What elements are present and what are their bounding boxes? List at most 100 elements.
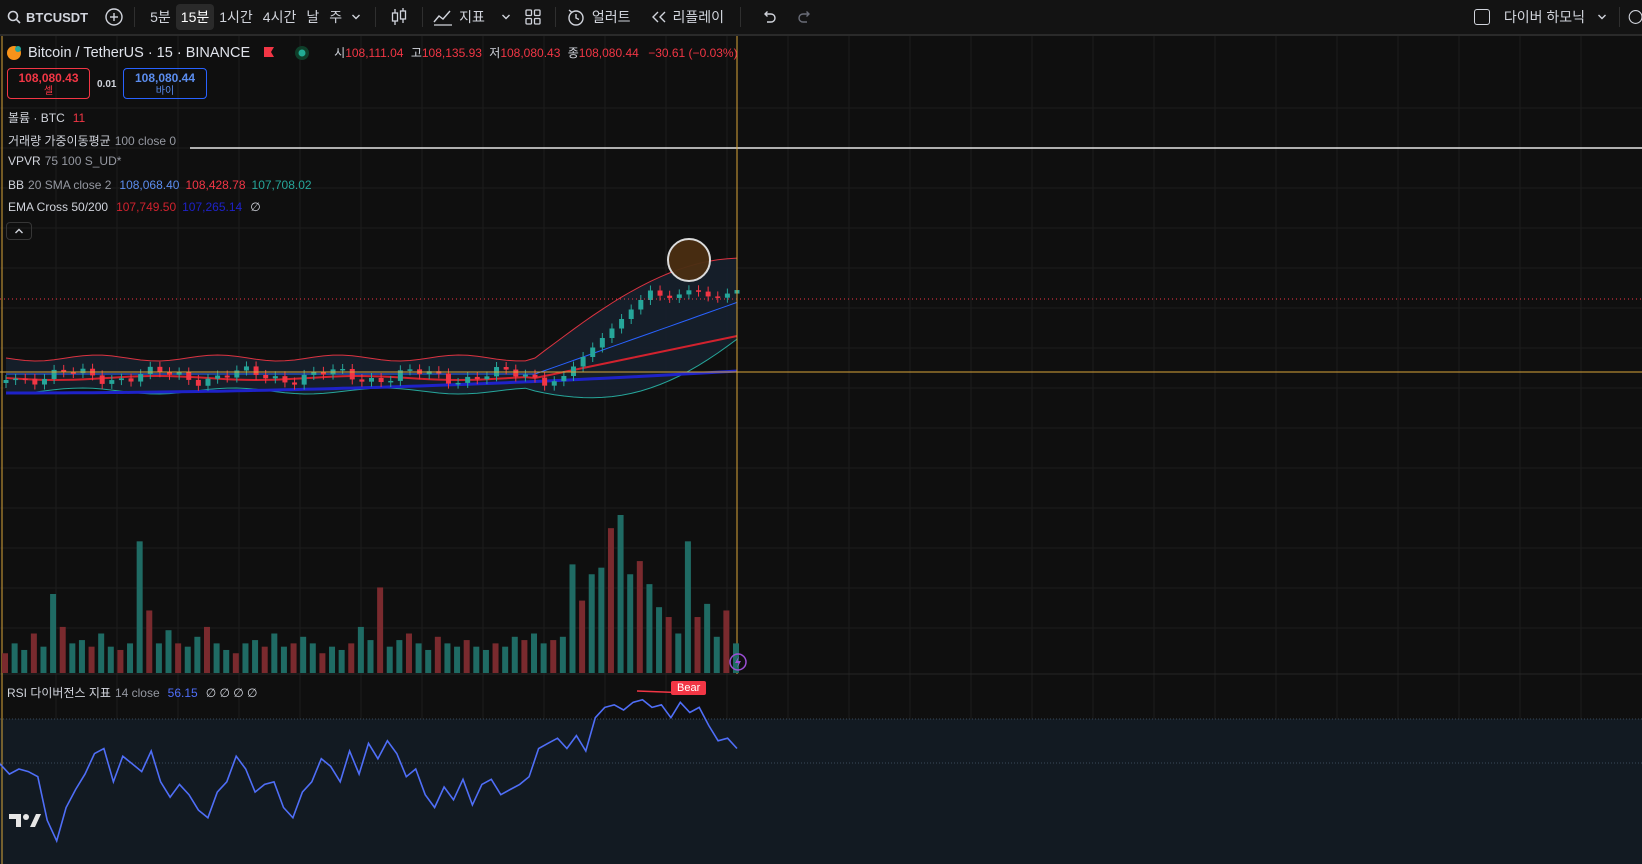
collapse-legend-button[interactable] xyxy=(6,222,32,240)
buy-button[interactable]: 108,080.44 바이 xyxy=(123,68,207,99)
right-toolbar: 다이버 하모닉 xyxy=(1473,0,1642,34)
volume-bar xyxy=(11,643,18,673)
candle-body xyxy=(32,378,38,385)
layout-select-checkbox[interactable] xyxy=(1473,0,1504,34)
buy-label: 바이 xyxy=(155,86,175,97)
volume-bar xyxy=(405,633,412,673)
candle-body xyxy=(503,367,509,370)
candle-body xyxy=(484,376,490,380)
candle-body xyxy=(570,366,576,376)
volume-bar xyxy=(78,640,85,673)
candle-body xyxy=(513,369,519,377)
candle-body xyxy=(657,290,663,296)
candle-body xyxy=(619,319,625,329)
quick-search-button[interactable] xyxy=(1626,0,1642,34)
divider xyxy=(375,7,377,27)
vpvr-legend[interactable]: VPVR 75 100 S_UD* xyxy=(8,154,121,168)
volume-bar xyxy=(146,610,153,673)
candle-body xyxy=(176,372,182,375)
indicators-dropdown[interactable] xyxy=(485,0,521,34)
close-value: 108,080.44 xyxy=(578,46,639,60)
volume-bar xyxy=(21,649,28,673)
volume-bar xyxy=(290,643,297,673)
candle-body xyxy=(215,375,221,379)
volume-bar xyxy=(194,636,201,673)
redo-button[interactable] xyxy=(787,0,823,34)
volume-bar xyxy=(203,626,210,673)
candle-body xyxy=(705,291,711,297)
sell-price: 108,080.43 xyxy=(18,71,79,85)
volume-bar xyxy=(492,643,499,673)
candle-body xyxy=(186,372,192,380)
interval-4h[interactable]: 4시간 xyxy=(262,9,297,25)
candle-body xyxy=(676,294,682,298)
volume-bar xyxy=(242,643,249,673)
volume-bar xyxy=(184,646,191,673)
candle-body xyxy=(532,374,538,378)
compare-symbol-button[interactable] xyxy=(104,0,124,34)
layout-grid-button[interactable] xyxy=(521,0,545,34)
candle-body xyxy=(667,295,673,298)
alarm-clock-icon xyxy=(568,9,584,26)
chart-area[interactable] xyxy=(0,36,1642,864)
chart-type-button[interactable] xyxy=(386,0,412,34)
clock-icon xyxy=(1628,10,1642,24)
symbol-label: BTCUSDT xyxy=(26,9,89,25)
vwma-legend[interactable]: 거래량 가중이동평균 100 close 0 xyxy=(8,132,176,149)
candle-body xyxy=(138,374,144,382)
tradingview-logo[interactable] xyxy=(9,812,41,831)
volume-bar xyxy=(50,594,57,673)
interval-week[interactable]: 주 xyxy=(329,9,343,25)
rsi-params: 14 close xyxy=(114,685,160,700)
volume-bar xyxy=(704,603,711,673)
bolt-icon xyxy=(735,656,741,668)
replay-button[interactable]: 리플레이 xyxy=(651,0,724,34)
symbol-title[interactable]: Bitcoin / TetherUS · 15 · BINANCE xyxy=(28,44,251,61)
divider xyxy=(554,7,556,27)
candle-body xyxy=(455,382,461,385)
interval-day[interactable]: 날 xyxy=(306,9,320,25)
redo-icon xyxy=(798,11,811,23)
volume-bar xyxy=(646,584,653,673)
candle-body xyxy=(686,290,692,295)
volume-bar xyxy=(386,646,393,673)
flag-icon[interactable] xyxy=(262,46,276,60)
rsi-extra: ∅ ∅ ∅ ∅ xyxy=(205,685,258,700)
volume-bar xyxy=(559,636,566,673)
candle-body xyxy=(590,347,596,357)
candle-body xyxy=(205,378,211,386)
symbol-search[interactable]: BTCUSDT xyxy=(0,0,88,34)
volume-bar xyxy=(40,646,47,673)
price-chart[interactable] xyxy=(0,36,1642,864)
interval-dropdown[interactable] xyxy=(347,0,365,34)
interval-1h[interactable]: 1시간 xyxy=(219,9,253,25)
sell-button[interactable]: 108,080.43 셀 xyxy=(7,68,90,99)
candle-body xyxy=(51,369,57,380)
volume-bar xyxy=(348,643,355,673)
volume-bar xyxy=(252,640,259,673)
rsi-legend[interactable]: RSI 다이버전스 지표 14 close 56.15 ∅ ∅ ∅ ∅ xyxy=(7,684,258,701)
bb-name: BB xyxy=(8,178,25,192)
indicators-button[interactable]: 지표 xyxy=(433,0,485,34)
candle-body xyxy=(715,296,721,298)
candle-body xyxy=(128,378,134,382)
interval-15m[interactable]: 15분 xyxy=(175,4,215,30)
chevron-down-icon xyxy=(1598,14,1606,20)
layout-name-button[interactable]: 다이버 하모닉 xyxy=(1504,0,1585,34)
divider xyxy=(134,7,136,27)
interval-5m[interactable]: 5분 xyxy=(150,9,171,25)
candle-body xyxy=(522,374,528,377)
volume-legend[interactable]: 볼륨 · BTC 11 xyxy=(8,109,85,126)
layout-dropdown[interactable] xyxy=(1585,0,1615,34)
alert-button[interactable]: 얼러트 xyxy=(566,0,631,34)
undo-button[interactable] xyxy=(751,0,787,34)
volume-bar xyxy=(463,640,470,673)
bb-legend[interactable]: BB 20 SMA close 2 108,068.40 108,428.78 … xyxy=(8,178,312,192)
ema-legend[interactable]: EMA Cross 50/200 107,749.50 107,265.14 ∅ xyxy=(8,200,261,214)
candle-body xyxy=(696,290,702,292)
bb-lower-value: 107,708.02 xyxy=(251,178,312,192)
ema-slow-line xyxy=(6,369,738,395)
candle-body xyxy=(70,372,76,374)
volume-bar xyxy=(329,646,336,673)
candle-body xyxy=(609,328,615,338)
